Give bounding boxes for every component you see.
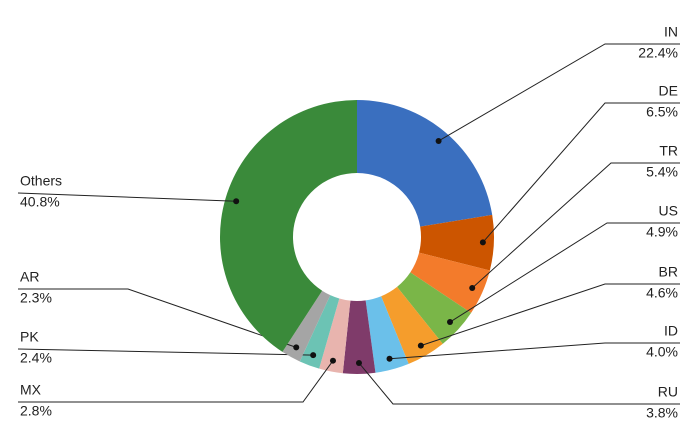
- leader-dot: [435, 137, 442, 144]
- label-value: 6.5%: [646, 104, 678, 120]
- leader-dot: [293, 344, 300, 351]
- donut-slice: [365, 296, 409, 373]
- leader-dot: [310, 352, 317, 359]
- label-name: BR: [659, 264, 678, 280]
- donut-slice: [410, 252, 490, 313]
- label-name: TR: [659, 143, 678, 159]
- leader-line: [358, 362, 680, 405]
- leader-line: [438, 43, 680, 142]
- leader-line: [18, 360, 334, 403]
- leader-dot: [329, 357, 336, 364]
- leader-line: [17, 192, 237, 202]
- leader-line: [471, 162, 680, 289]
- label-name: IN: [664, 24, 678, 40]
- donut-slice: [299, 295, 340, 369]
- donut-slice: [381, 286, 443, 364]
- label-name: AR: [20, 269, 39, 285]
- donut-slice: [419, 214, 494, 271]
- label-value: 5.4%: [646, 164, 678, 180]
- donut-slice: [282, 290, 331, 362]
- label-value: 4.6%: [646, 285, 678, 301]
- donut-slice: [357, 100, 493, 227]
- label-name: RU: [658, 384, 678, 400]
- label-value: 4.0%: [646, 344, 678, 360]
- label-name: ID: [664, 323, 678, 339]
- label-name: PK: [20, 329, 39, 345]
- leader-line: [389, 342, 680, 360]
- leader-line: [420, 283, 680, 347]
- leader-line: [18, 288, 297, 348]
- leader-dot: [386, 355, 393, 362]
- label-value: 3.8%: [646, 405, 678, 421]
- leader-dot: [233, 198, 240, 205]
- leader-dot: [446, 319, 453, 326]
- label-value: 40.8%: [20, 194, 60, 210]
- leader-line: [17, 348, 314, 356]
- leader-dot: [469, 284, 476, 291]
- leader-dot: [355, 359, 362, 366]
- label-name: US: [659, 203, 678, 219]
- label-name: DE: [659, 83, 678, 99]
- label-value: 2.8%: [20, 403, 52, 419]
- label-value: 2.3%: [20, 290, 52, 306]
- label-value: 4.9%: [646, 224, 678, 240]
- leader-dot: [417, 342, 424, 349]
- donut-slice: [319, 298, 351, 374]
- label-value: 2.4%: [20, 350, 52, 366]
- label-name: Others: [20, 173, 62, 189]
- leader-line: [482, 102, 680, 243]
- leader-dot: [479, 239, 486, 246]
- donut-slice: [220, 100, 357, 352]
- donut-slice: [342, 300, 376, 374]
- label-name: MX: [20, 382, 42, 398]
- donut-slice: [397, 272, 472, 344]
- label-value: 22.4%: [638, 45, 678, 61]
- leader-line: [449, 222, 680, 323]
